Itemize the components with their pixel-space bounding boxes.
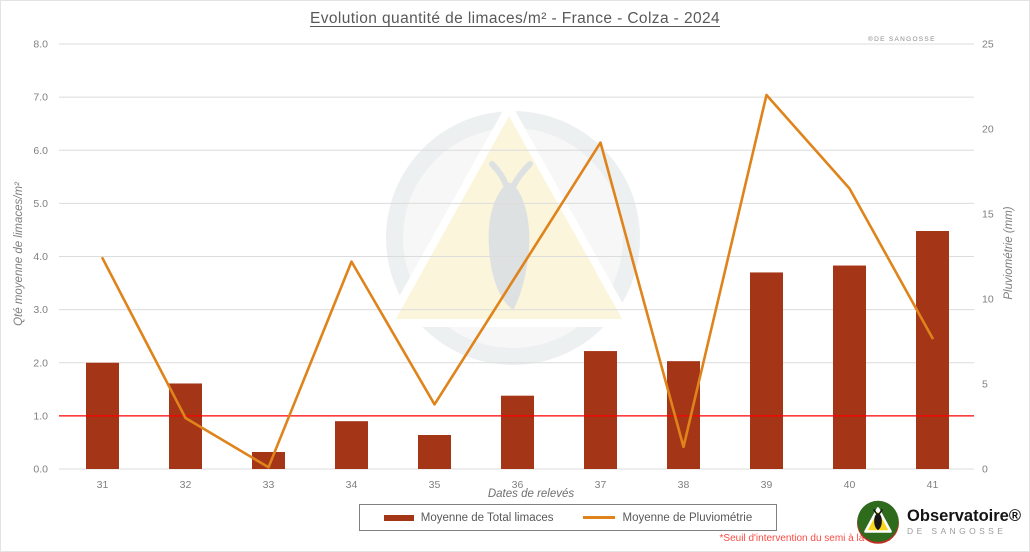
y-axis-right-tick: 5 (982, 379, 988, 391)
x-axis-title: Dates de relevés (487, 488, 575, 500)
slug-triangle-icon (857, 500, 900, 544)
bar (667, 361, 700, 469)
pluviometrie-line (101, 93, 934, 469)
x-axis-label: 38 (678, 479, 690, 491)
bar (916, 231, 949, 469)
y-axis-right-tick: 15 (982, 209, 994, 221)
x-axis-label: 40 (844, 479, 856, 491)
x-axis-label: 31 (97, 479, 109, 491)
x-axis-label: 35 (429, 479, 441, 491)
y-axis-right-tick: 10 (982, 294, 994, 306)
logo-subname: DE SANGOSSE (907, 526, 1007, 537)
watermark-slug-antenna-right (511, 161, 533, 188)
bar (335, 421, 368, 469)
x-axis-label: 34 (346, 479, 358, 491)
logo-text: Observatoire® DE SANGOSSE (907, 506, 1021, 537)
y-axis-left-tick: 1.0 (33, 410, 48, 422)
chart-title: Evolution quantité de limaces/m² - Franc… (309, 10, 721, 27)
y-axis-left-tick: 6.0 (33, 145, 48, 157)
bar (501, 395, 534, 469)
legend-item-pluviometrie: Moyenne de Pluviométrie (583, 512, 752, 524)
watermark-slug-icon (488, 182, 530, 310)
y-axis-left-tick: 0.0 (33, 464, 48, 476)
bar (418, 435, 451, 469)
bar (584, 351, 617, 469)
y-axis-left-tick: 5.0 (33, 198, 48, 210)
y-axis-right-tick: 0 (982, 464, 988, 476)
bar (252, 452, 285, 469)
y-axis-left-tick: 4.0 (33, 251, 48, 263)
watermark-logo (385, 104, 640, 365)
observatoire-logo: Observatoire® DE SANGOSSE (855, 499, 1021, 545)
x-axis-labels: 31 32 33 34 35 36 37 38 39 40 41 (97, 479, 939, 491)
chart-legend: Moyenne de Total limaces Moyenne de Pluv… (359, 504, 777, 531)
y-axis-left-tick: 3.0 (33, 304, 48, 316)
x-axis-label: 33 (263, 479, 275, 491)
y-axis-right-tick: 25 (982, 39, 994, 51)
line-series (101, 93, 934, 469)
x-axis-label: 41 (927, 479, 939, 491)
threshold-footnote: *Seuil d'intervention du semi à la levée (719, 533, 891, 544)
bar-series (86, 231, 949, 469)
x-axis-label: 37 (595, 479, 607, 491)
legend-label: Moyenne de Total limaces (420, 511, 554, 524)
y-axis-right-tick: 20 (982, 124, 994, 136)
bar (750, 272, 783, 469)
copyright-text: ®DE SANGOSSE (868, 36, 936, 43)
x-axis-label: 32 (180, 479, 192, 491)
y-axis-left-tick: 2.0 (33, 357, 48, 369)
legend-label: Moyenne de Pluviométrie (622, 511, 753, 524)
legend-bar-swatch (383, 514, 414, 521)
y-axis-left-tick: 8.0 (33, 39, 48, 51)
bar (833, 265, 866, 469)
logo-name: Observatoire® (907, 506, 1021, 525)
x-axis-label: 36 (512, 479, 524, 491)
y-axis-left-tick: 7.0 (33, 92, 48, 104)
legend-line-swatch (583, 516, 616, 519)
watermark-slug-antenna-left (489, 161, 509, 188)
legend-item-limaces: Moyenne de Total limaces (383, 511, 554, 524)
x-axis-label: 39 (761, 479, 773, 491)
gridlines-and-ticks: 0.0 1.0 2.0 3.0 4.0 5.0 6.0 7.0 8.0 0 5 10 15 20 25 (33, 39, 993, 476)
